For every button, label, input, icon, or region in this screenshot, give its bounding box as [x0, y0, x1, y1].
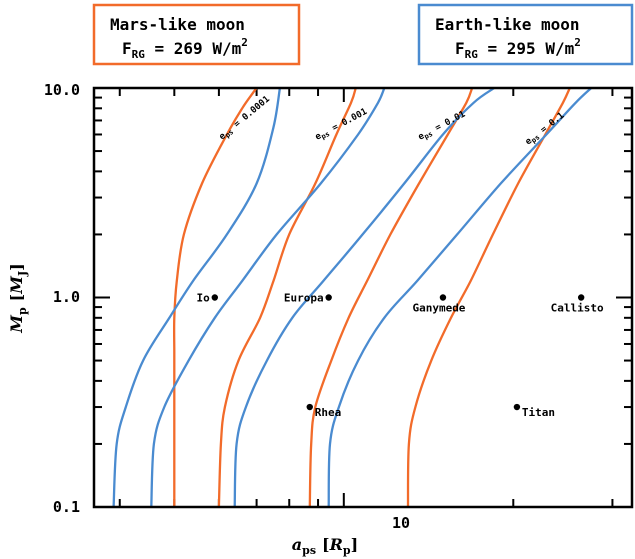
y-tick-label-1: 1.0: [53, 288, 80, 306]
curve-layer: [112, 87, 592, 508]
series-line-mars-1: [217, 87, 357, 508]
series-line-mars-3: [406, 87, 571, 508]
point-layer: Io Europa Ganymede Callisto Rhea Titan: [197, 292, 604, 420]
series-line-earth-3: [327, 87, 592, 508]
x-axis-label: aps [Rp]: [292, 535, 358, 557]
series-line-earth-2: [233, 87, 495, 508]
series-line-earth-1: [150, 87, 386, 508]
moon-point-europa: [325, 294, 332, 301]
series-line-mars-0: [172, 87, 258, 507]
moon-label-rhea: Rhea: [315, 406, 342, 419]
x-tick-label-10: 10: [392, 514, 410, 532]
legend-mars: Mars-like moon FRG = 269 W/m2: [92, 3, 301, 66]
moon-label-ganymede: Ganymede: [412, 302, 465, 315]
series-line-mars-2: [308, 87, 474, 508]
curve-label-1: eps = 0.001: [314, 107, 370, 144]
moon-label-callisto: Callisto: [551, 302, 604, 315]
plot-frame: [92, 86, 634, 509]
y-axis-label: Mp[MJ]: [7, 263, 29, 334]
legend-earth-title: Earth-like moon: [435, 15, 580, 34]
legend-earth-box: [417, 3, 634, 66]
series-line-earth-0: [112, 87, 282, 508]
moon-label-titan: Titan: [522, 406, 555, 419]
legend-mars-box: [92, 3, 301, 66]
moon-point-io: [211, 294, 218, 301]
legend-mars-flux: FRG = 269 W/m2: [122, 36, 248, 61]
curve-label-2: eps = 0.01: [417, 110, 468, 144]
moon-point-ganymede: [439, 294, 447, 301]
moon-point-titan: [513, 403, 521, 411]
moon-label-europa: Europa: [284, 292, 324, 305]
legend-earth: Earth-like moon FRG = 295 W/m2: [417, 3, 634, 66]
moon-label-io: Io: [197, 292, 211, 305]
y-tick-label-10: 10.0: [44, 81, 80, 99]
legend-mars-title: Mars-like moon: [110, 15, 245, 34]
moon-point-rhea: [306, 403, 313, 411]
curve-label-3: eps = 0.1: [524, 111, 567, 148]
moon-point-callisto: [577, 294, 585, 301]
curve-label-0: eps = 0.0001: [218, 94, 273, 143]
y-tick-label-0-1: 0.1: [53, 498, 80, 516]
legend-earth-flux: FRG = 295 W/m2: [455, 36, 581, 61]
